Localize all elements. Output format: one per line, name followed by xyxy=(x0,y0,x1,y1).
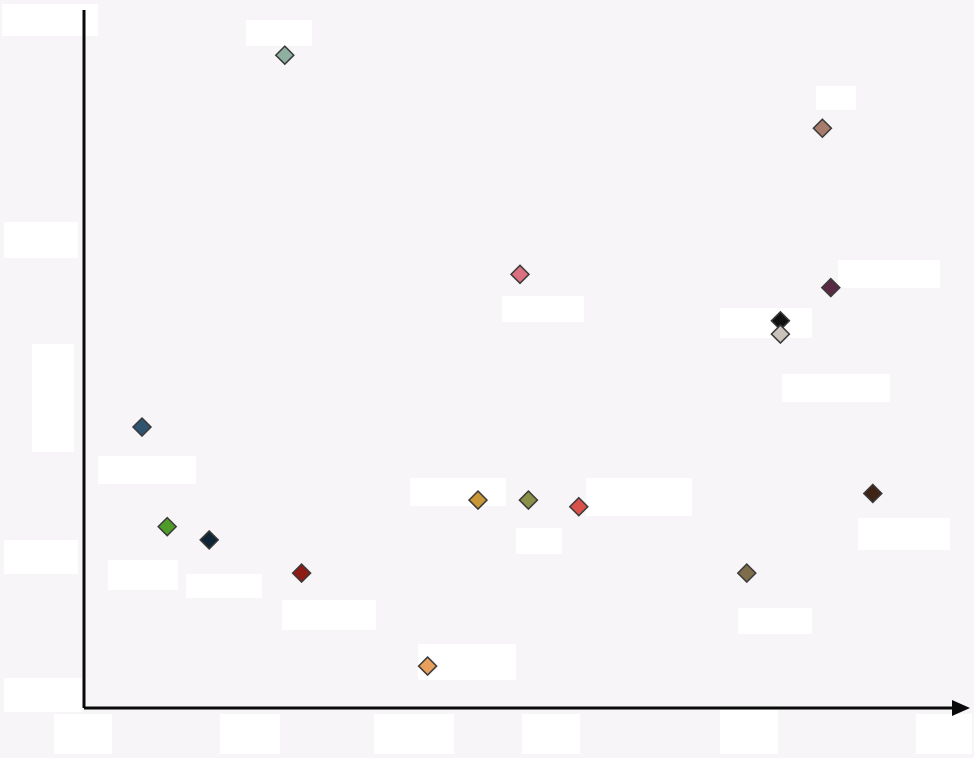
blank-label-box xyxy=(816,86,856,110)
scatter-point xyxy=(467,490,489,511)
scatter-point xyxy=(812,118,833,139)
blank-label-box xyxy=(32,344,74,452)
scatter-point xyxy=(274,45,295,66)
blank-label-boxes xyxy=(2,4,972,754)
scatter-point xyxy=(568,496,589,517)
scatter-point xyxy=(770,324,791,345)
blank-label-box xyxy=(418,644,516,680)
blank-label-box xyxy=(4,678,82,712)
blank-label-box xyxy=(782,374,890,402)
blank-label-box xyxy=(186,574,262,598)
blank-label-box xyxy=(4,540,78,574)
scatter-point xyxy=(157,516,178,537)
blank-label-box xyxy=(108,560,178,590)
blank-label-box xyxy=(410,478,506,506)
scatter-point xyxy=(862,483,883,504)
scatter-point xyxy=(417,656,438,677)
blank-label-box xyxy=(98,456,196,484)
scatter-point xyxy=(820,277,841,298)
blank-label-box xyxy=(374,714,454,754)
blank-label-box xyxy=(2,4,98,36)
data-points xyxy=(131,45,883,677)
blank-label-box xyxy=(738,608,812,634)
blank-label-box xyxy=(522,714,580,754)
blank-label-box xyxy=(220,714,280,754)
blank-label-box xyxy=(246,20,312,46)
scatter-point xyxy=(131,416,153,438)
blank-label-box xyxy=(838,260,940,288)
blank-label-box xyxy=(720,308,812,338)
blank-label-box xyxy=(916,714,972,754)
scatter-point xyxy=(199,529,220,550)
x-axis-arrowhead xyxy=(952,700,970,716)
blank-label-box xyxy=(858,518,950,550)
blank-label-box xyxy=(54,714,112,754)
scatter-point xyxy=(291,563,312,584)
blank-label-box xyxy=(4,222,78,258)
scatter-point xyxy=(736,563,757,584)
blank-label-box xyxy=(516,528,562,554)
scatter-point xyxy=(518,490,539,511)
blank-label-box xyxy=(586,478,692,516)
blank-label-box xyxy=(720,710,778,754)
scatter-point xyxy=(509,264,531,285)
blank-label-box xyxy=(502,296,584,322)
blank-label-box xyxy=(282,600,376,630)
